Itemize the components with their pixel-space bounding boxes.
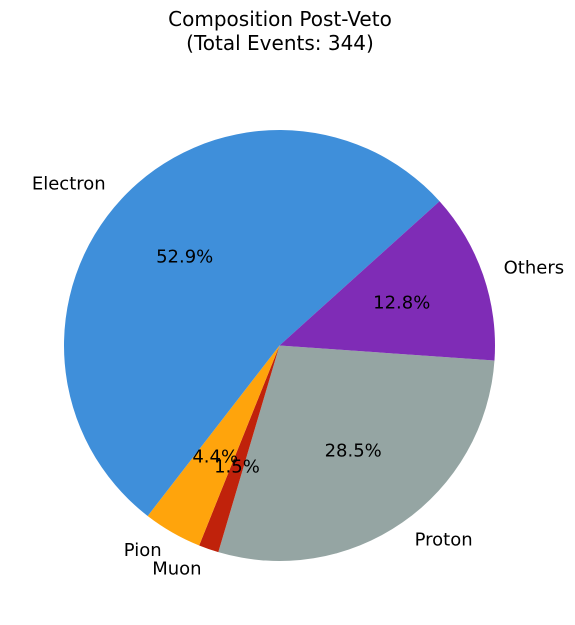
pie-slices: [63, 129, 495, 561]
slice-label-pion: Pion: [124, 540, 162, 561]
slice-label-electron: Electron: [32, 173, 106, 194]
pie-slice-others: [279, 201, 495, 361]
pie-labels: Proton 28.5% Muon 1.5% Pion 4.4% Electron 52.9%…: [32, 173, 564, 579]
pie-slice-electron: [63, 129, 440, 516]
slice-percent-pion: 4.4%: [192, 447, 238, 468]
chart-title-line-2: (Total Events: 344): [186, 31, 374, 55]
pie-slice-proton: [218, 345, 495, 561]
slice-label-others: Others: [504, 257, 565, 278]
pie-slice-muon: [199, 345, 280, 553]
slice-percent-electron: 52.9%: [156, 247, 213, 268]
pie-slice-pion: [147, 345, 280, 546]
slice-label-muon: Muon: [152, 558, 201, 579]
chart-title-line-1: Composition Post-Veto: [168, 7, 392, 31]
slice-percent-proton: 28.5%: [325, 441, 382, 462]
slice-label-proton: Proton: [415, 529, 473, 550]
slice-percent-others: 12.8%: [373, 292, 430, 313]
slice-percent-muon: 1.5%: [214, 457, 260, 478]
